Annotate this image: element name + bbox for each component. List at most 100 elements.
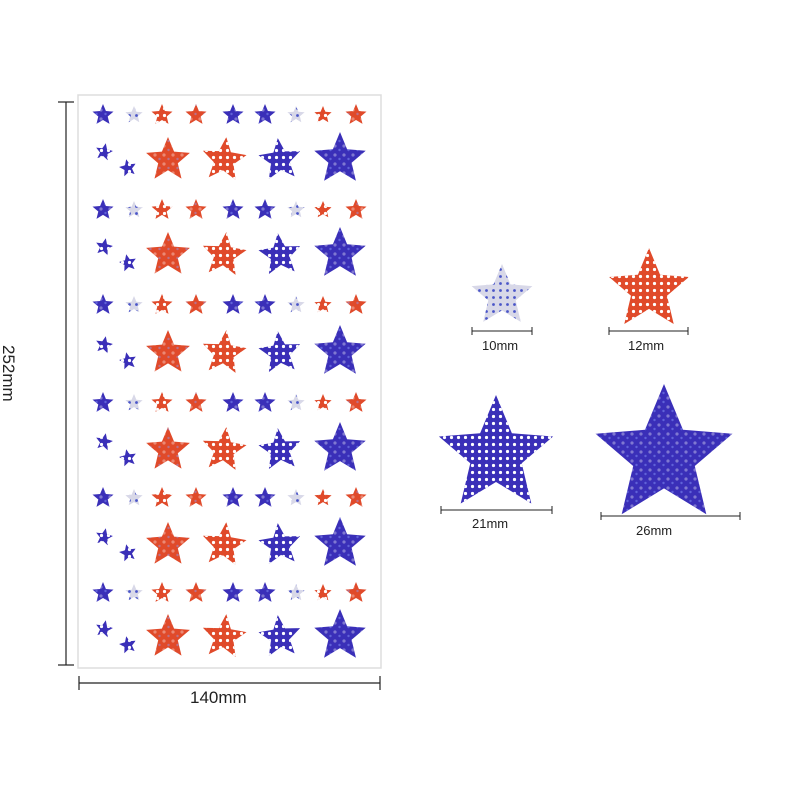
star-texture — [92, 199, 114, 219]
star-texture — [151, 487, 173, 507]
star-texture — [438, 395, 554, 504]
star-texture — [258, 615, 301, 656]
star-texture — [146, 137, 190, 179]
star-texture — [314, 422, 366, 471]
sheet-height-label: 252mm — [0, 345, 18, 402]
star-texture — [96, 336, 113, 354]
star-texture — [185, 487, 207, 507]
star-texture — [254, 199, 276, 219]
star-texture — [314, 584, 332, 601]
star-texture — [125, 584, 143, 601]
star-texture — [258, 428, 301, 469]
star-texture — [314, 325, 366, 374]
star-texture — [254, 487, 276, 507]
star-texture — [146, 330, 190, 372]
star-texture — [146, 522, 190, 564]
star-texture — [287, 106, 305, 123]
star-texture — [222, 392, 244, 412]
sheet-width-label: 140mm — [190, 688, 247, 707]
star-texture — [151, 392, 173, 412]
star-texture — [222, 104, 244, 124]
size-label-10mm: 10mm — [482, 338, 519, 353]
sample-stars — [438, 248, 733, 515]
star-texture — [202, 232, 247, 275]
star-texture — [254, 392, 276, 412]
star-texture — [185, 104, 207, 124]
star-texture — [314, 394, 332, 411]
star-texture — [92, 582, 114, 602]
star-texture — [345, 104, 367, 124]
star-texture — [314, 489, 332, 506]
star-texture — [595, 384, 733, 515]
star-texture — [96, 620, 113, 638]
star-texture — [151, 582, 173, 602]
star-texture — [258, 138, 301, 179]
star-texture — [202, 522, 247, 565]
size-label-26mm: 26mm — [636, 523, 673, 538]
star-texture — [202, 330, 247, 373]
star-texture — [185, 582, 207, 602]
size-lines — [440, 327, 741, 520]
size-label-21mm: 21mm — [472, 516, 509, 531]
star-texture — [151, 199, 173, 219]
star-texture — [146, 427, 190, 469]
star-texture — [125, 489, 143, 506]
star-texture — [254, 582, 276, 602]
star-texture — [314, 296, 332, 313]
star-texture — [314, 227, 366, 276]
star-texture — [222, 582, 244, 602]
star-texture — [119, 254, 136, 272]
star-texture — [119, 449, 136, 467]
star-texture — [92, 392, 114, 412]
star-texture — [119, 159, 136, 177]
star-texture — [287, 584, 305, 601]
star-texture — [151, 294, 173, 314]
star-texture — [92, 294, 114, 314]
star-texture — [345, 582, 367, 602]
star-texture — [185, 294, 207, 314]
star-texture — [345, 487, 367, 507]
star-texture — [314, 132, 366, 181]
star-texture — [222, 199, 244, 219]
star-texture — [125, 296, 143, 313]
star-texture — [96, 433, 113, 451]
star-texture — [471, 264, 533, 322]
height-dimension-line — [58, 101, 74, 666]
star-texture — [345, 392, 367, 412]
star-texture — [258, 523, 301, 564]
star-texture — [222, 487, 244, 507]
star-texture — [146, 614, 190, 656]
star-texture — [314, 517, 366, 566]
star-texture — [287, 394, 305, 411]
star-texture — [119, 544, 136, 562]
star-texture — [125, 201, 143, 218]
star-texture — [92, 487, 114, 507]
star-texture — [202, 614, 247, 657]
star-texture — [609, 248, 689, 324]
size-label-12mm: 12mm — [628, 338, 665, 353]
star-texture — [254, 104, 276, 124]
star-texture — [125, 106, 143, 123]
star-texture — [345, 199, 367, 219]
sheet-stars — [92, 104, 367, 658]
star-texture — [345, 294, 367, 314]
star-texture — [119, 636, 136, 654]
star-texture — [314, 609, 366, 658]
star-texture — [151, 104, 173, 124]
star-texture — [96, 143, 113, 161]
star-texture — [314, 201, 332, 218]
star-texture — [254, 294, 276, 314]
star-texture — [258, 233, 301, 274]
star-texture — [287, 296, 305, 313]
star-texture — [202, 137, 247, 180]
star-texture — [96, 528, 113, 546]
star-texture — [92, 104, 114, 124]
width-dimension-line — [78, 676, 381, 690]
sticker-sheet — [77, 94, 382, 669]
star-texture — [185, 392, 207, 412]
star-texture — [185, 199, 207, 219]
star-texture — [222, 294, 244, 314]
star-texture — [96, 238, 113, 256]
star-texture — [202, 427, 247, 470]
